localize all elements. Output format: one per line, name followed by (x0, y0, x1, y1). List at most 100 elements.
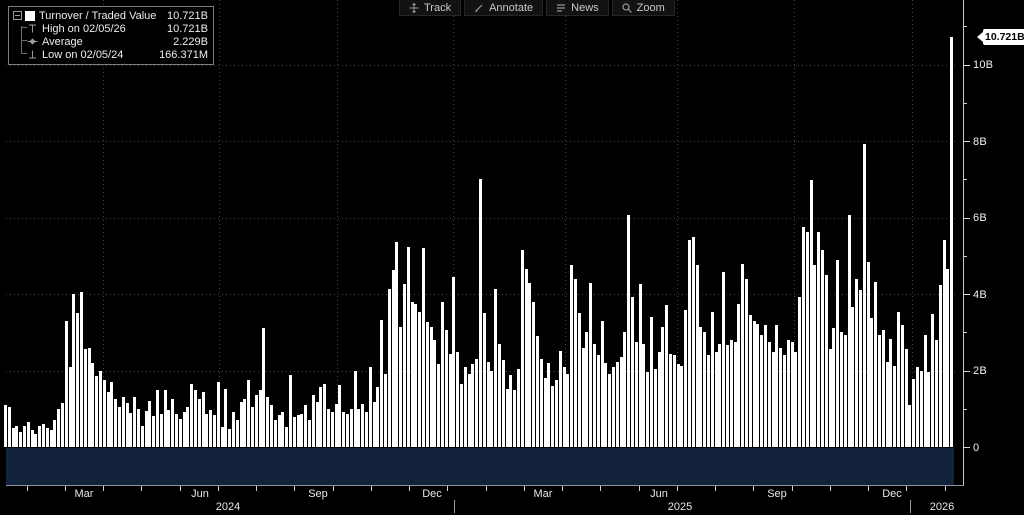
bar[interactable] (437, 363, 441, 447)
bar[interactable] (99, 370, 102, 447)
bar[interactable] (64, 320, 68, 447)
bar[interactable] (543, 378, 547, 447)
bar[interactable] (34, 433, 38, 447)
bar[interactable] (748, 315, 752, 447)
bar[interactable] (144, 410, 148, 447)
bar[interactable] (688, 240, 691, 447)
bar[interactable] (498, 343, 501, 447)
bar[interactable] (467, 373, 471, 447)
bar[interactable] (308, 420, 311, 447)
bar[interactable] (235, 420, 239, 447)
bar[interactable] (828, 348, 832, 447)
bar[interactable] (429, 326, 433, 447)
bar[interactable] (608, 374, 612, 447)
bar[interactable] (885, 362, 889, 447)
bar[interactable] (270, 405, 273, 447)
bar[interactable] (634, 342, 638, 447)
bar[interactable] (418, 311, 422, 447)
legend-row-high[interactable]: High on 02/05/26 10.721B (13, 22, 208, 35)
bar[interactable] (277, 415, 281, 447)
bar[interactable] (866, 261, 870, 447)
bar[interactable] (942, 240, 946, 447)
bar[interactable] (129, 412, 133, 447)
bar[interactable] (121, 397, 125, 447)
bar[interactable] (311, 395, 315, 447)
bar[interactable] (935, 340, 938, 447)
bar[interactable] (718, 343, 722, 447)
bar[interactable] (384, 373, 387, 447)
bar[interactable] (190, 383, 194, 447)
bar[interactable] (805, 232, 809, 447)
bar[interactable] (855, 278, 859, 447)
bar[interactable] (482, 313, 486, 447)
bar[interactable] (729, 340, 733, 447)
bar[interactable] (923, 335, 927, 447)
bar[interactable] (623, 332, 627, 447)
bar[interactable] (794, 352, 798, 447)
bar[interactable] (745, 278, 748, 447)
bar[interactable] (133, 397, 137, 447)
bar[interactable] (213, 415, 216, 447)
bar[interactable] (870, 318, 874, 447)
bar[interactable] (441, 302, 444, 447)
bar[interactable] (517, 368, 520, 447)
bar[interactable] (600, 320, 604, 447)
bar[interactable] (612, 366, 615, 447)
bar[interactable] (824, 275, 828, 447)
bar[interactable] (175, 413, 178, 447)
bar[interactable] (262, 328, 266, 447)
bar[interactable] (650, 316, 653, 447)
bar[interactable] (726, 345, 729, 447)
bar[interactable] (919, 370, 923, 447)
bar[interactable] (619, 357, 623, 447)
annotate-button[interactable]: Annotate (464, 0, 544, 16)
bar[interactable] (239, 401, 243, 447)
bar[interactable] (836, 260, 840, 447)
bar[interactable] (114, 399, 118, 447)
bar[interactable] (102, 380, 106, 447)
bar[interactable] (596, 355, 600, 447)
bar[interactable] (178, 418, 182, 447)
bar[interactable] (327, 408, 330, 447)
bar[interactable] (273, 420, 277, 447)
bar[interactable] (479, 179, 482, 447)
bar[interactable] (752, 320, 756, 447)
bar[interactable] (23, 425, 26, 447)
bar[interactable] (813, 265, 817, 447)
bar[interactable] (433, 340, 437, 447)
bar[interactable] (152, 416, 156, 447)
bar[interactable] (49, 429, 53, 447)
bar[interactable] (817, 232, 821, 447)
bar[interactable] (570, 265, 574, 447)
bar[interactable] (45, 427, 49, 447)
bar[interactable] (216, 381, 220, 447)
bar[interactable] (11, 427, 15, 447)
bar[interactable] (581, 347, 585, 447)
bar[interactable] (300, 413, 304, 447)
bar[interactable] (406, 246, 410, 447)
bar[interactable] (676, 363, 680, 447)
bar[interactable] (710, 311, 714, 447)
bar[interactable] (707, 355, 710, 447)
bar[interactable] (900, 325, 904, 447)
bar[interactable] (110, 381, 114, 447)
bar[interactable] (494, 288, 498, 447)
bar[interactable] (319, 386, 323, 447)
bar[interactable] (156, 389, 159, 447)
bar[interactable] (593, 343, 596, 447)
bar[interactable] (574, 278, 577, 447)
bar[interactable] (680, 365, 684, 447)
bar[interactable] (365, 411, 368, 447)
bar[interactable] (832, 328, 836, 447)
bar[interactable] (927, 372, 931, 447)
bar[interactable] (889, 338, 893, 447)
bar[interactable] (232, 411, 235, 447)
bar[interactable] (653, 368, 657, 447)
bar[interactable] (30, 429, 34, 447)
bar[interactable] (296, 415, 300, 447)
bar[interactable] (950, 36, 954, 447)
bar[interactable] (15, 425, 19, 447)
bar[interactable] (125, 403, 129, 447)
bar[interactable] (460, 383, 463, 447)
bar[interactable] (258, 390, 262, 447)
